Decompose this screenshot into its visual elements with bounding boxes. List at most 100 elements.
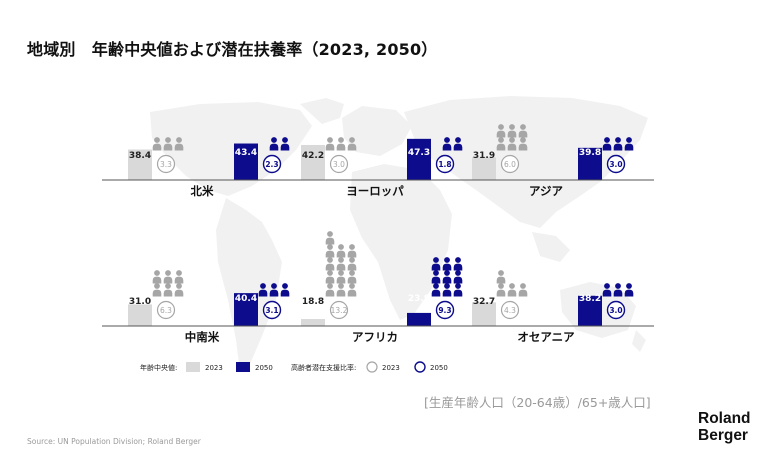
- person-2023-4-3-body: [174, 289, 184, 297]
- bar-label-2050-6: 38.2: [579, 294, 601, 304]
- ratio-circle-2023-3: [500, 154, 520, 174]
- person-2050-5-8-head: [444, 257, 450, 263]
- region-name-2: ヨーロッパ: [346, 184, 404, 198]
- person-2023-6-2-body: [507, 289, 517, 297]
- person-2023-3-4-head: [498, 124, 504, 130]
- person-2050-5-9-head: [455, 257, 461, 263]
- region-name-1: 北米: [191, 184, 214, 198]
- person-2023-5-7-body: [325, 263, 335, 271]
- person-2050-2-1-body: [442, 143, 452, 151]
- bar-label-2023-3: 31.9: [473, 151, 495, 161]
- person-2023-4-1-body: [152, 289, 162, 297]
- person-2023-5-13-body: [325, 237, 335, 245]
- person-2023-5-11-body: [336, 250, 346, 258]
- ratio-label-2023-5: 13.2: [331, 306, 348, 315]
- person-2023-5-5-body: [336, 276, 346, 284]
- ratio-circle-2023-4: [156, 300, 176, 320]
- person-2023-5-2-body: [336, 289, 346, 297]
- bar-label-2050-5: 23.9: [408, 294, 430, 304]
- person-2050-5-5-body: [442, 276, 452, 284]
- person-2023-5-5-head: [338, 270, 344, 276]
- person-2050-3-1-body: [602, 143, 612, 151]
- person-2050-5-7-body: [431, 263, 441, 271]
- ratio-circle-2050-6: [606, 300, 626, 320]
- map-landmass-4: [342, 106, 412, 156]
- person-2050-5-9-body: [453, 263, 463, 271]
- ratio-circle-2050-4: [262, 300, 282, 320]
- person-2050-3-2-body: [613, 143, 623, 151]
- person-2023-3-2-body: [507, 143, 517, 151]
- person-2023-2-1-head: [327, 137, 333, 143]
- person-2023-3-5-head: [509, 124, 515, 130]
- ratio-circle-2050-5: [435, 300, 455, 320]
- person-2050-5-7-head: [433, 257, 439, 263]
- region-name-3: アジア: [529, 184, 564, 198]
- legend-support-label: 高齢者潜在支援比率:: [291, 363, 356, 372]
- ratio-circle-2023-1: [156, 154, 176, 174]
- ratio-label-2050-6: 3.0: [609, 306, 622, 315]
- person-2023-5-10-head: [327, 244, 333, 250]
- legend-median-label: 年齢中央値:: [140, 363, 177, 372]
- region-name-4: 中南米: [185, 330, 220, 344]
- person-2023-3-4-body: [496, 130, 506, 138]
- ratio-circle-2050-3: [606, 154, 626, 174]
- person-2050-1-1-head: [271, 137, 277, 143]
- person-2050-4-1-body: [258, 289, 268, 297]
- bar-label-2023-4: 31.0: [129, 297, 151, 307]
- person-2050-5-3-head: [455, 283, 461, 289]
- ratio-circle-2023-2: [329, 154, 349, 174]
- support-ratio-definition-note: [生産年齢人口（20-64歳）/65+歳人口]: [424, 395, 651, 410]
- person-2023-3-5-body: [507, 130, 517, 138]
- ratio-circle-2050-2: [435, 154, 455, 174]
- person-2023-5-8-body: [336, 263, 346, 271]
- person-2023-4-2-head: [165, 283, 171, 289]
- bar-label-2050-1: 43.4: [235, 148, 257, 158]
- legend-swatch-2050: [236, 362, 250, 372]
- bar-label-2023-1: 38.4: [129, 151, 151, 161]
- ratio-label-2023-6: 4.3: [504, 306, 516, 315]
- person-2023-5-4-body: [325, 276, 335, 284]
- map-landmass-5: [350, 164, 452, 320]
- person-2023-3-1-head: [498, 137, 504, 143]
- ratio-label-2023-3: 6.0: [504, 160, 516, 169]
- person-2023-3-6-head: [520, 124, 526, 130]
- bar-label-2050-3: 39.8: [579, 148, 601, 158]
- person-2050-5-1-head: [433, 283, 439, 289]
- ratio-label-2050-3: 3.0: [609, 160, 622, 169]
- bar-2050-2: [407, 138, 431, 180]
- map-landmass-2: [300, 98, 344, 124]
- person-2023-6-4-body: [496, 276, 506, 284]
- region-name-5: アフリカ: [352, 330, 398, 344]
- bar-2050-6: [578, 295, 602, 326]
- source-note: Source: UN Population Division; Roland B…: [27, 437, 201, 446]
- person-2023-5-12-head: [349, 244, 355, 250]
- person-2050-5-6-head: [455, 270, 461, 276]
- person-2023-4-6-head: [176, 270, 182, 276]
- bar-label-2023-6: 32.7: [473, 297, 495, 307]
- person-2023-4-4-head: [154, 270, 160, 276]
- person-2050-4-3-body: [280, 289, 290, 297]
- ratio-label-2050-5: 9.3: [438, 306, 451, 315]
- person-2023-5-2-head: [338, 283, 344, 289]
- ratio-label-2023-1: 3.3: [160, 160, 172, 169]
- person-2050-4-2-body: [269, 289, 279, 297]
- person-2050-2-1-head: [444, 137, 450, 143]
- person-2023-6-3-head: [520, 283, 526, 289]
- person-2050-5-8-body: [442, 263, 452, 271]
- legend-swatch-2023: [186, 362, 200, 372]
- person-2050-1-1-body: [269, 143, 279, 151]
- person-2023-6-4-head: [498, 270, 504, 276]
- bar-2050-5: [407, 312, 431, 326]
- bar-label-2023-2: 42.2: [302, 151, 324, 161]
- person-2050-5-2-body: [442, 289, 452, 297]
- person-2050-5-2-head: [444, 283, 450, 289]
- person-2023-1-3-head: [176, 137, 182, 143]
- region-panel-2: 42.2 47.3 3.0 1.8 ヨーロッパ: [275, 137, 483, 198]
- person-2023-3-3-body: [518, 143, 528, 151]
- bar-2050-1: [234, 143, 258, 180]
- ratio-label-2023-2: 3.0: [333, 160, 345, 169]
- legend-circle-2023: [366, 361, 378, 373]
- person-2023-2-2-body: [336, 143, 346, 151]
- map-landmass-3: [216, 198, 282, 372]
